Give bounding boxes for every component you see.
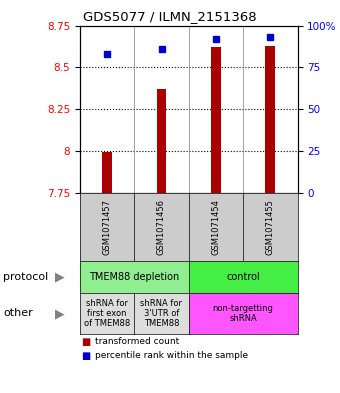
Text: GSM1071455: GSM1071455: [266, 199, 275, 255]
Text: GDS5077 / ILMN_2151368: GDS5077 / ILMN_2151368: [83, 10, 257, 23]
Text: ■: ■: [82, 351, 91, 361]
Text: transformed count: transformed count: [95, 338, 180, 346]
Text: ▶: ▶: [55, 307, 64, 320]
Text: ■: ■: [82, 337, 91, 347]
Text: protocol: protocol: [3, 272, 49, 282]
Text: TMEM88 depletion: TMEM88 depletion: [89, 272, 180, 282]
Bar: [211, 47, 221, 193]
Bar: [266, 46, 275, 193]
Text: other: other: [3, 309, 33, 318]
Text: GSM1071456: GSM1071456: [157, 199, 166, 255]
Text: shRNA for
first exon
of TMEM88: shRNA for first exon of TMEM88: [84, 299, 130, 328]
Bar: [102, 152, 112, 193]
Text: control: control: [226, 272, 260, 282]
Text: GSM1071457: GSM1071457: [103, 199, 112, 255]
Bar: [157, 89, 166, 193]
Text: GSM1071454: GSM1071454: [211, 199, 220, 255]
Text: shRNA for
3'UTR of
TMEM88: shRNA for 3'UTR of TMEM88: [140, 299, 183, 328]
Text: non-targetting
shRNA: non-targetting shRNA: [212, 304, 274, 323]
Text: percentile rank within the sample: percentile rank within the sample: [95, 351, 248, 360]
Text: ▶: ▶: [55, 270, 64, 284]
